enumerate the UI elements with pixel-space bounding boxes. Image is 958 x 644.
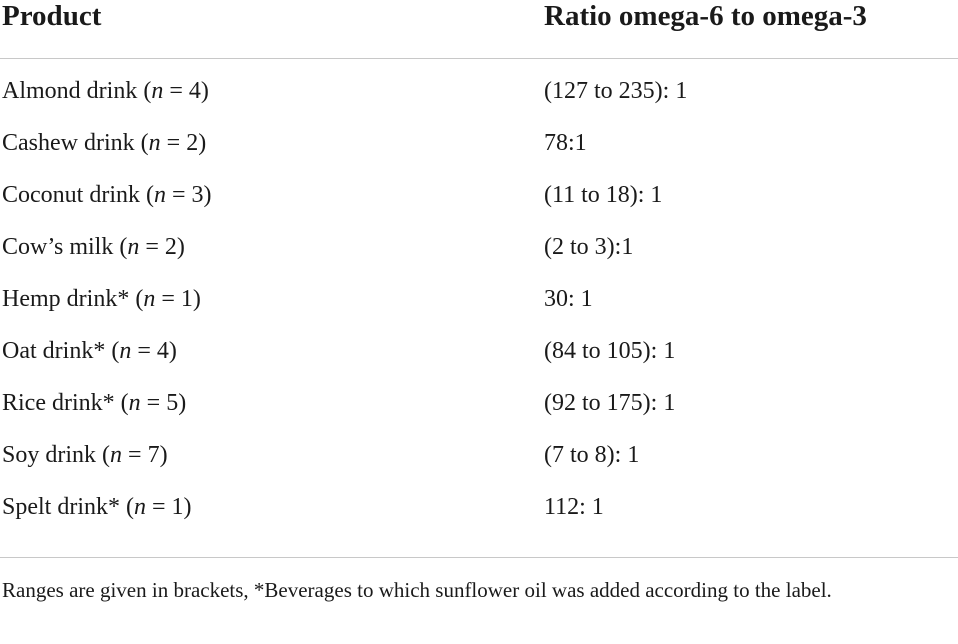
column-header-ratio: Ratio omega-6 to omega-3: [544, 0, 867, 32]
ratio-cell: (84 to 105): 1: [544, 338, 676, 364]
table-row: Cow’s milk (n = 2) (2 to 3):1: [0, 233, 958, 285]
product-cell: Rice drink* (n = 5): [2, 390, 187, 416]
product-cell: Cashew drink (n = 2): [2, 130, 207, 156]
product-cell: Coconut drink (n = 3): [2, 182, 212, 208]
ratio-cell: (11 to 18): 1: [544, 182, 663, 208]
table-row: Coconut drink (n = 3) (11 to 18): 1: [0, 181, 958, 233]
table-footnote: Ranges are given in brackets, *Beverages…: [2, 578, 832, 602]
product-cell: Cow’s milk (n = 2): [2, 234, 185, 260]
ratio-cell: (127 to 235): 1: [544, 78, 688, 104]
footer-divider: [0, 557, 958, 558]
table-row: Rice drink* (n = 5) (92 to 175): 1: [0, 389, 958, 441]
product-cell: Hemp drink* (n = 1): [2, 286, 201, 312]
ratio-cell: (7 to 8): 1: [544, 442, 640, 468]
table-row: Spelt drink* (n = 1) 112: 1: [0, 493, 958, 545]
product-cell: Almond drink (n = 4): [2, 78, 209, 104]
table-row: Soy drink (n = 7) (7 to 8): 1: [0, 441, 958, 493]
product-cell: Oat drink* (n = 4): [2, 338, 177, 364]
table-body: Almond drink (n = 4) (127 to 235): 1 Cas…: [0, 77, 958, 545]
product-cell: Spelt drink* (n = 1): [2, 494, 192, 520]
table-row: Cashew drink (n = 2) 78:1: [0, 129, 958, 181]
data-table: Product Ratio omega-6 to omega-3 Almond …: [0, 0, 958, 602]
header-divider: [0, 58, 958, 59]
ratio-cell: 30: 1: [544, 286, 593, 312]
table-row: Oat drink* (n = 4) (84 to 105): 1: [0, 337, 958, 389]
ratio-cell: 112: 1: [544, 494, 604, 520]
table-header-row: Product Ratio omega-6 to omega-3: [0, 0, 958, 58]
ratio-cell: (92 to 175): 1: [544, 390, 676, 416]
ratio-cell: (2 to 3):1: [544, 234, 634, 260]
column-header-product: Product: [2, 0, 102, 32]
table-row: Almond drink (n = 4) (127 to 235): 1: [0, 77, 958, 129]
table-row: Hemp drink* (n = 1) 30: 1: [0, 285, 958, 337]
product-cell: Soy drink (n = 7): [2, 442, 168, 468]
ratio-cell: 78:1: [544, 130, 587, 156]
